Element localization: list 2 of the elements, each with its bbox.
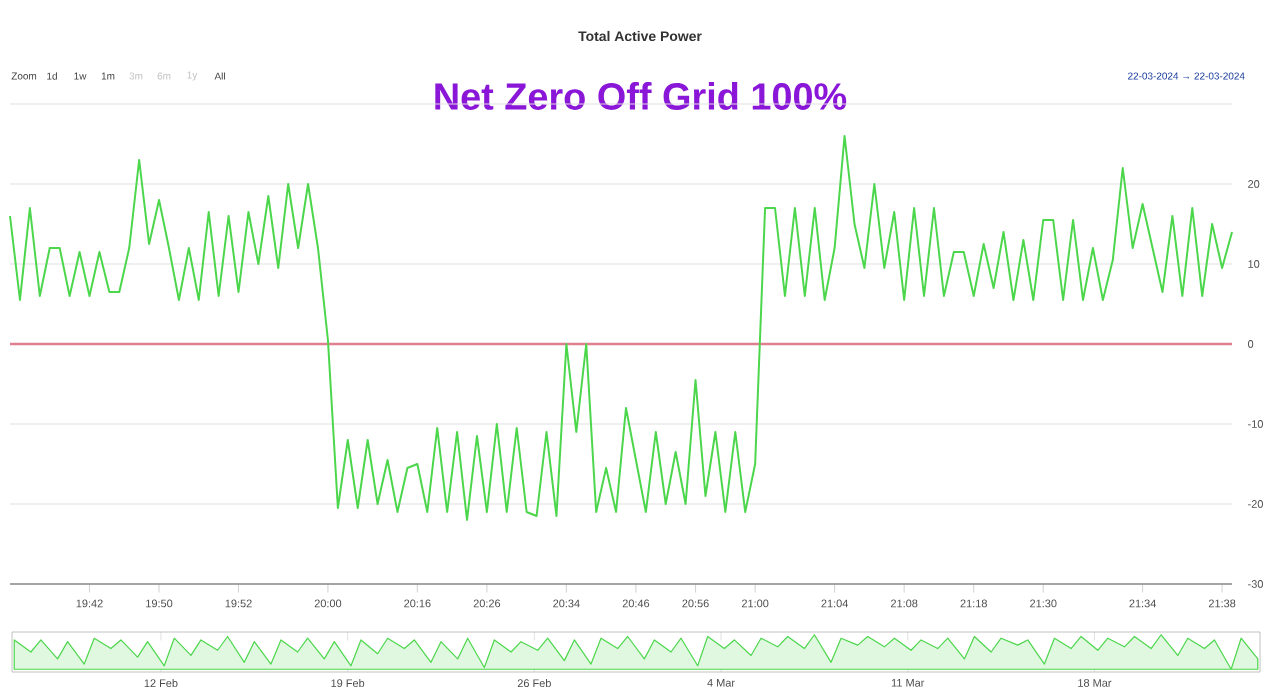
- chart-subtitle: Net Zero Off Grid 100%: [435, 82, 847, 110]
- line-series: [9, 135, 1234, 521]
